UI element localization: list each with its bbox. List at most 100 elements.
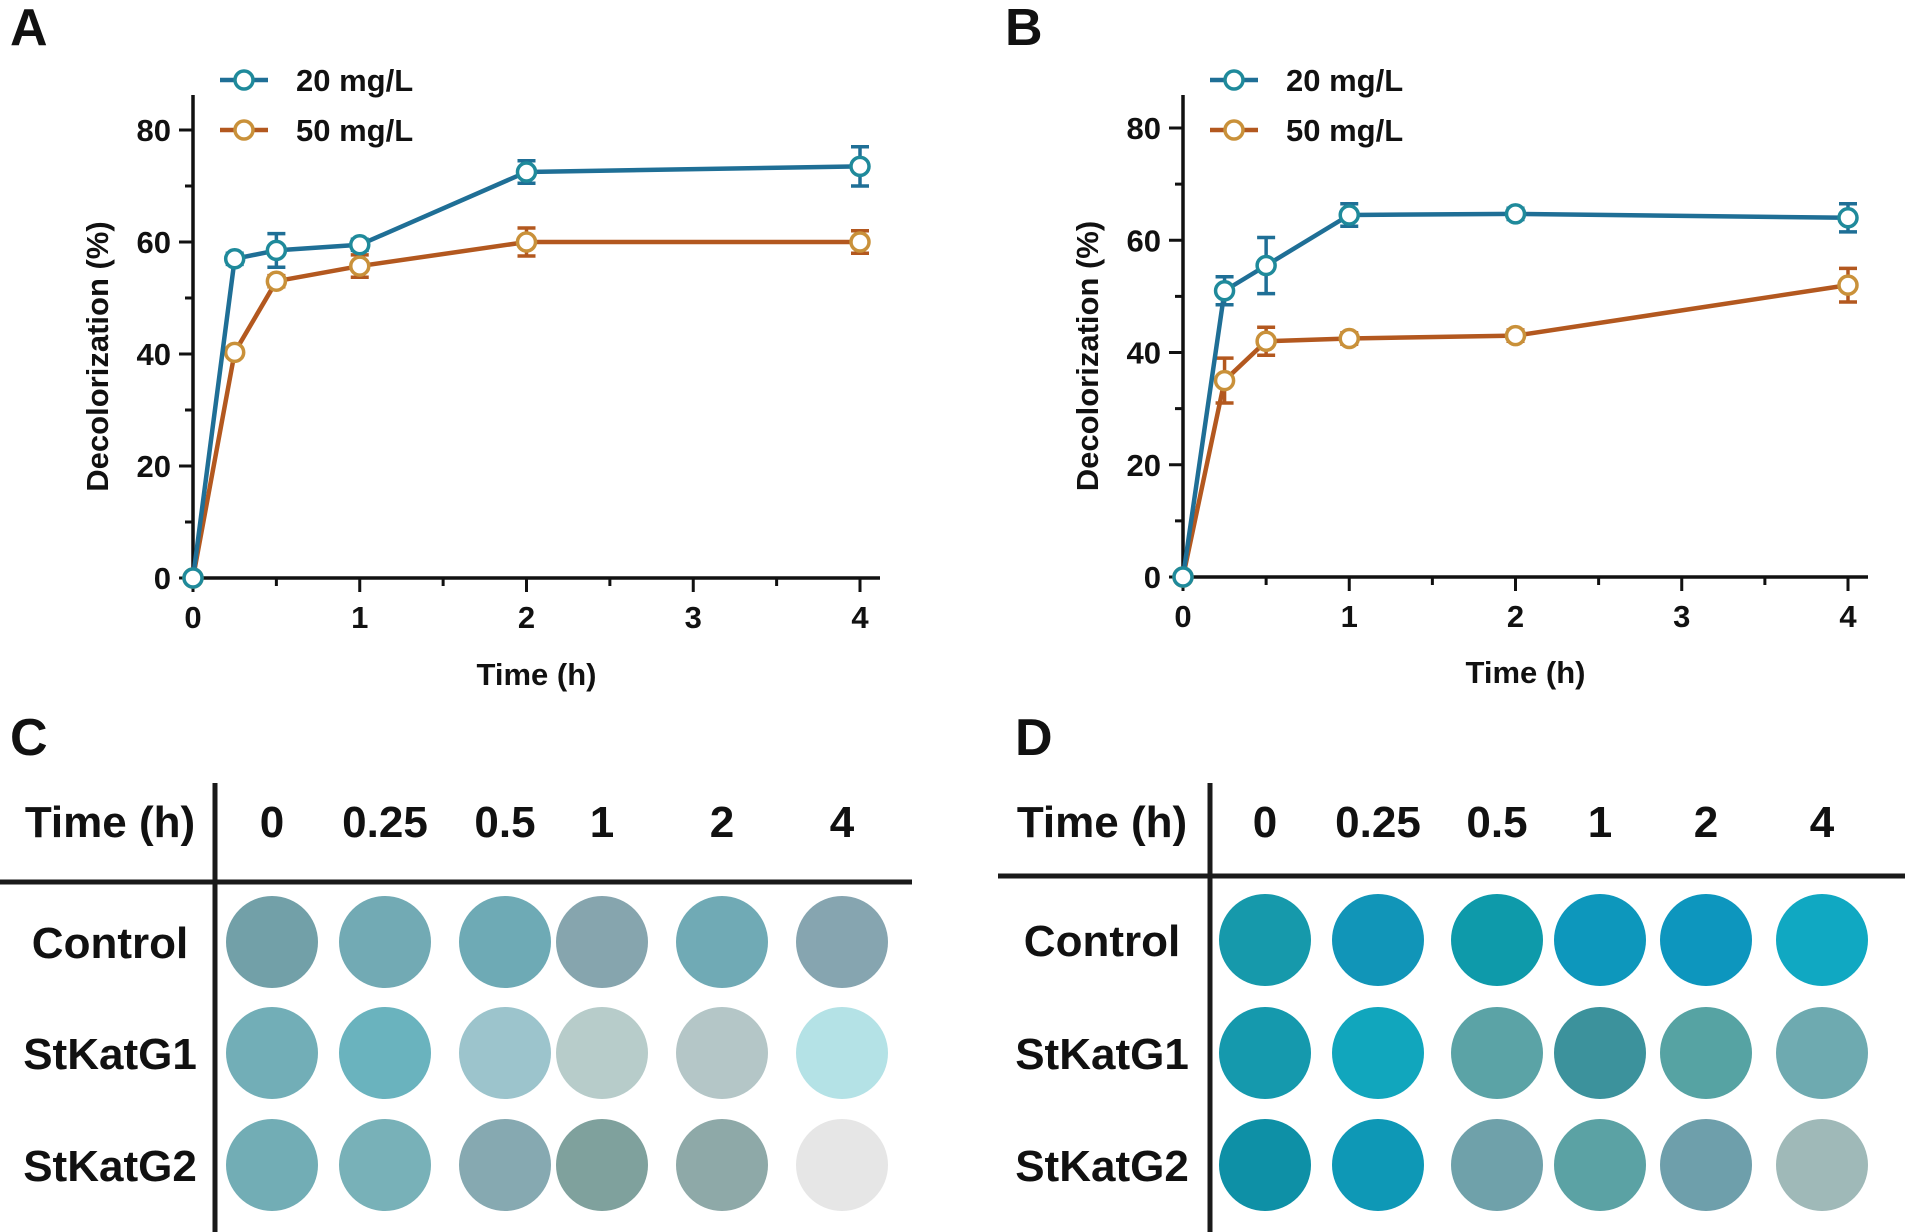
color-swatch <box>459 896 551 988</box>
color-swatch <box>1554 1007 1646 1099</box>
color-swatch <box>556 1119 648 1211</box>
y-tick-label: 80 <box>1127 111 1161 146</box>
y-tick-label: 0 <box>154 561 171 596</box>
chart-panel-a: 0 20 40 60 80 0 1 2 3 4 Time (h) Decolorization (%)… <box>80 63 880 692</box>
data-point <box>223 248 246 270</box>
panel-letter-c: C <box>10 709 48 767</box>
color-swatch <box>556 896 648 988</box>
color-swatch <box>676 896 768 988</box>
color-swatch <box>1219 1119 1311 1211</box>
y-tick-label: 20 <box>1127 448 1161 483</box>
panel-letter-b: B <box>1005 0 1043 57</box>
color-swatch <box>1332 1119 1424 1211</box>
data-point <box>349 234 371 256</box>
color-swatch <box>676 1119 768 1211</box>
data-point <box>849 231 871 253</box>
color-swatch <box>226 1007 318 1099</box>
y-tick-label: 80 <box>137 113 171 148</box>
color-swatch <box>339 1119 431 1211</box>
data-point <box>223 341 246 364</box>
x-tick-label: 0 <box>184 600 201 635</box>
color-grid-d: Time (h) 0 0.25 0.5 1 2 4 Control StKatG1 StKatG2 <box>998 783 1905 1232</box>
color-swatch <box>676 1007 768 1099</box>
grid-time-label: 0 <box>1253 798 1277 847</box>
legend-marker <box>1223 69 1245 91</box>
color-swatch <box>1219 894 1311 986</box>
data-point <box>1255 254 1277 277</box>
grid-time-label: 0.25 <box>342 798 428 847</box>
color-swatch <box>796 1007 888 1099</box>
color-grid-c: Time (h) 0 0.25 0.5 1 2 4 Control StKatG1 StKatG2 <box>0 783 912 1232</box>
grid-time-label: 4 <box>1810 798 1835 847</box>
legend-marker <box>1223 119 1245 141</box>
x-tick-label: 4 <box>1839 599 1857 634</box>
y-axis-label: Decolorization (%) <box>1070 221 1105 491</box>
y-axis-label: Decolorization (%) <box>80 221 115 491</box>
chart-panel-b: 0 20 40 60 80 0 1 2 3 4 Time (h) Decolorization (%)… <box>1070 63 1868 690</box>
data-point <box>849 155 871 178</box>
data-point <box>1837 274 1859 296</box>
data-point <box>1172 566 1194 588</box>
x-tick-label: 2 <box>1507 599 1524 634</box>
color-swatch <box>1776 1007 1868 1099</box>
color-swatch <box>1332 1007 1424 1099</box>
color-swatch <box>796 1119 888 1211</box>
color-swatch <box>339 896 431 988</box>
y-tick-label: 20 <box>137 449 171 484</box>
y-tick-label: 60 <box>137 225 171 260</box>
color-swatch <box>1451 1007 1543 1099</box>
grid-time-label: 1 <box>1588 798 1612 847</box>
data-point <box>1213 280 1236 302</box>
data-point <box>349 255 371 277</box>
color-swatch <box>1332 894 1424 986</box>
legend-label: 50 mg/L <box>296 113 413 148</box>
grid-row-label: StKatG1 <box>1015 1030 1189 1079</box>
color-swatch <box>1776 894 1868 986</box>
data-point <box>265 239 288 262</box>
legend-label: 20 mg/L <box>296 63 413 98</box>
data-point <box>265 270 288 292</box>
color-swatch <box>459 1007 551 1099</box>
grid-time-label: 2 <box>710 798 734 847</box>
color-swatch <box>1451 1119 1543 1211</box>
panel-letter-a: A <box>10 0 48 57</box>
color-swatch <box>1219 1007 1311 1099</box>
color-swatch <box>1451 894 1543 986</box>
data-point <box>1338 204 1360 226</box>
legend-label: 50 mg/L <box>1286 113 1403 148</box>
color-swatch <box>1776 1119 1868 1211</box>
data-point <box>1255 330 1277 353</box>
x-tick-label: 3 <box>685 600 702 635</box>
legend-marker <box>233 69 255 91</box>
grid-header-label: Time (h) <box>1017 798 1187 847</box>
y-tick-label: 0 <box>1144 560 1161 595</box>
x-tick-label: 0 <box>1174 599 1191 634</box>
data-point <box>1504 203 1527 225</box>
color-swatch <box>1554 894 1646 986</box>
color-swatch <box>226 896 318 988</box>
color-swatch <box>1660 1007 1752 1099</box>
legend-marker <box>233 119 255 141</box>
grid-row-label: StKatG2 <box>23 1142 197 1191</box>
grid-time-label: 0 <box>260 798 284 847</box>
x-tick-label: 1 <box>351 600 368 635</box>
data-point <box>515 161 538 183</box>
x-tick-label: 3 <box>1673 599 1690 634</box>
y-tick-label: 40 <box>1127 336 1161 371</box>
x-tick-label: 4 <box>851 600 869 635</box>
x-axis-label: Time (h) <box>1466 655 1586 690</box>
color-swatch <box>339 1007 431 1099</box>
grid-header-label: Time (h) <box>25 798 195 847</box>
data-point <box>1213 369 1236 392</box>
x-tick-label: 2 <box>518 600 535 635</box>
legend-label: 20 mg/L <box>1286 63 1403 98</box>
series-line-20mgl <box>190 164 861 579</box>
panel-letter-d: D <box>1015 709 1053 767</box>
color-swatch <box>459 1119 551 1211</box>
grid-row-label: Control <box>32 919 188 968</box>
x-axis-label: Time (h) <box>477 657 597 692</box>
grid-time-label: 0.5 <box>1466 798 1527 847</box>
data-point <box>1338 327 1360 350</box>
data-point <box>1837 207 1859 229</box>
